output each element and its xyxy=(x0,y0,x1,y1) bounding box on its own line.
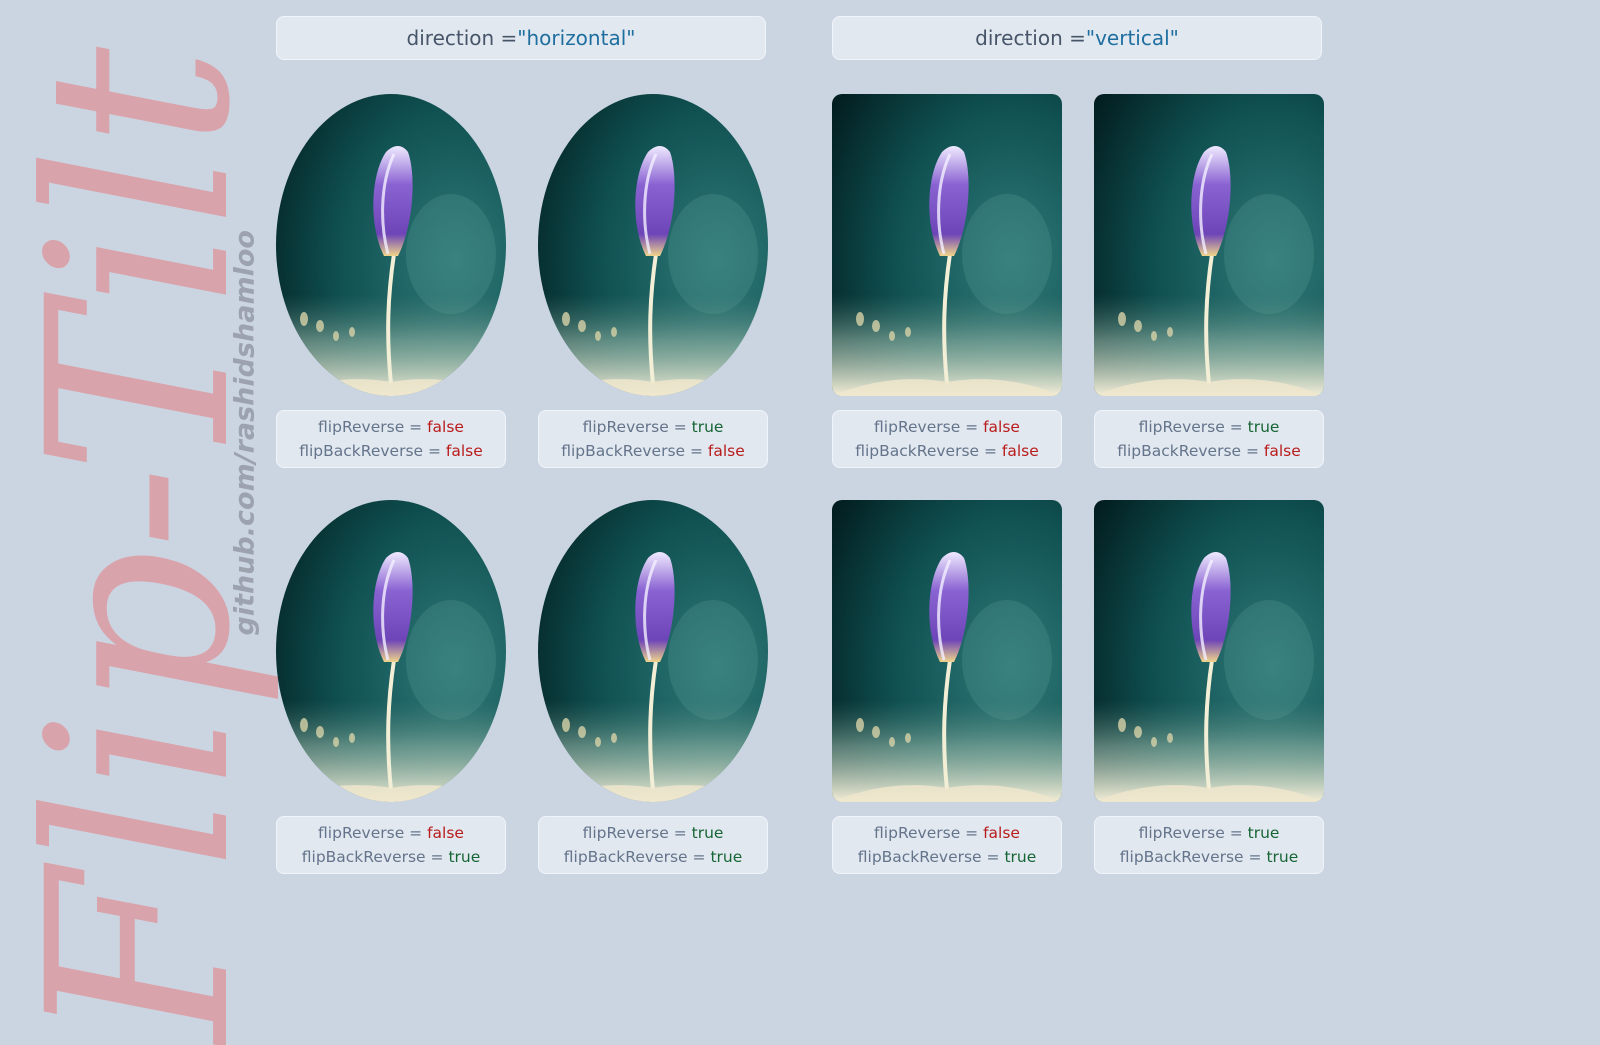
flip-reverse-label: flipReverse = xyxy=(318,418,428,436)
flip-card-vertical[interactable] xyxy=(832,94,1062,396)
card-caption: flipReverse = true flipBackReverse = fals… xyxy=(538,410,768,468)
flip-back-reverse-value: false xyxy=(445,442,483,460)
flip-card-horizontal[interactable] xyxy=(276,500,506,802)
flip-back-reverse-label: flipBackReverse = xyxy=(299,442,446,460)
flip-back-reverse-line: flipBackReverse = true xyxy=(564,845,743,869)
crocus-photo xyxy=(832,94,1062,396)
flip-reverse-line: flipReverse = false xyxy=(874,821,1020,845)
flip-back-reverse-value: false xyxy=(1001,442,1039,460)
header-label: direction = xyxy=(975,26,1086,50)
card-caption: flipReverse = true flipBackReverse = fals… xyxy=(1094,410,1324,468)
flip-reverse-value: false xyxy=(427,418,464,436)
flip-reverse-label: flipReverse = xyxy=(1138,824,1248,842)
flip-reverse-line: flipReverse = true xyxy=(583,821,724,845)
flip-back-reverse-label: flipBackReverse = xyxy=(855,442,1002,460)
direction-vertical-header: direction = "vertical" xyxy=(832,16,1322,60)
flip-back-reverse-value: true xyxy=(448,848,481,866)
flip-reverse-value: false xyxy=(983,824,1020,842)
flip-back-reverse-line: flipBackReverse = true xyxy=(858,845,1037,869)
flip-reverse-line: flipReverse = false xyxy=(874,415,1020,439)
flip-reverse-label: flipReverse = xyxy=(874,418,984,436)
direction-horizontal-header: direction = "horizontal" xyxy=(276,16,766,60)
flip-back-reverse-line: flipBackReverse = false xyxy=(299,439,483,463)
flip-reverse-label: flipReverse = xyxy=(582,824,692,842)
flip-reverse-value: true xyxy=(1247,824,1280,842)
flip-reverse-line: flipReverse = true xyxy=(1139,821,1280,845)
flip-back-reverse-value: true xyxy=(1004,848,1037,866)
flip-card-vertical[interactable] xyxy=(1094,94,1324,396)
flip-back-reverse-line: flipBackReverse = true xyxy=(1120,845,1299,869)
crocus-photo xyxy=(538,94,768,396)
crocus-photo xyxy=(538,500,768,802)
header-value: "horizontal" xyxy=(517,26,636,50)
flip-back-reverse-value: true xyxy=(1266,848,1299,866)
flip-back-reverse-line: flipBackReverse = false xyxy=(1117,439,1301,463)
flip-reverse-line: flipReverse = true xyxy=(1139,415,1280,439)
crocus-photo xyxy=(276,500,506,802)
card-caption: flipReverse = false flipBackReverse = tru… xyxy=(832,816,1062,874)
flip-reverse-value: true xyxy=(1247,418,1280,436)
card-caption: flipReverse = true flipBackReverse = true xyxy=(538,816,768,874)
flip-back-reverse-label: flipBackReverse = xyxy=(561,442,708,460)
card-caption: flipReverse = false flipBackReverse = fal… xyxy=(276,410,506,468)
flip-reverse-label: flipReverse = xyxy=(582,418,692,436)
header-label: direction = xyxy=(406,26,518,50)
flip-back-reverse-value: false xyxy=(1263,442,1301,460)
crocus-photo xyxy=(1094,94,1324,396)
flip-back-reverse-label: flipBackReverse = xyxy=(563,848,711,866)
crocus-photo xyxy=(1094,500,1324,802)
flip-reverse-value: false xyxy=(983,418,1020,436)
flip-card-horizontal[interactable] xyxy=(276,94,506,396)
flip-card-vertical[interactable] xyxy=(832,500,1062,802)
flip-reverse-value: true xyxy=(691,418,724,436)
flip-back-reverse-line: flipBackReverse = false xyxy=(855,439,1039,463)
flip-reverse-label: flipReverse = xyxy=(1138,418,1248,436)
flip-back-reverse-label: flipBackReverse = xyxy=(857,848,1005,866)
github-link[interactable]: github.com/rashidshamloo xyxy=(229,230,261,636)
flip-back-reverse-label: flipBackReverse = xyxy=(301,848,449,866)
flip-back-reverse-label: flipBackReverse = xyxy=(1117,442,1264,460)
card-caption: flipReverse = true flipBackReverse = true xyxy=(1094,816,1324,874)
card-caption: flipReverse = false flipBackReverse = tru… xyxy=(276,816,506,874)
flip-back-reverse-value: false xyxy=(707,442,745,460)
flip-reverse-line: flipReverse = false xyxy=(318,821,464,845)
flip-back-reverse-line: flipBackReverse = false xyxy=(561,439,745,463)
flip-tilt-logo: Flip-Tilt xyxy=(0,46,285,1044)
card-caption: flipReverse = false flipBackReverse = fal… xyxy=(832,410,1062,468)
flip-reverse-line: flipReverse = false xyxy=(318,415,464,439)
flip-reverse-label: flipReverse = xyxy=(318,824,428,842)
flip-back-reverse-label: flipBackReverse = xyxy=(1119,848,1267,866)
flip-back-reverse-line: flipBackReverse = true xyxy=(302,845,481,869)
flip-card-horizontal[interactable] xyxy=(538,500,768,802)
crocus-photo xyxy=(276,94,506,396)
header-value: "vertical" xyxy=(1085,26,1179,50)
flip-reverse-label: flipReverse = xyxy=(874,824,984,842)
flip-card-vertical[interactable] xyxy=(1094,500,1324,802)
flip-card-horizontal[interactable] xyxy=(538,94,768,396)
crocus-photo xyxy=(832,500,1062,802)
flip-reverse-value: true xyxy=(691,824,724,842)
flip-reverse-line: flipReverse = true xyxy=(583,415,724,439)
flip-reverse-value: false xyxy=(427,824,464,842)
flip-back-reverse-value: true xyxy=(710,848,743,866)
